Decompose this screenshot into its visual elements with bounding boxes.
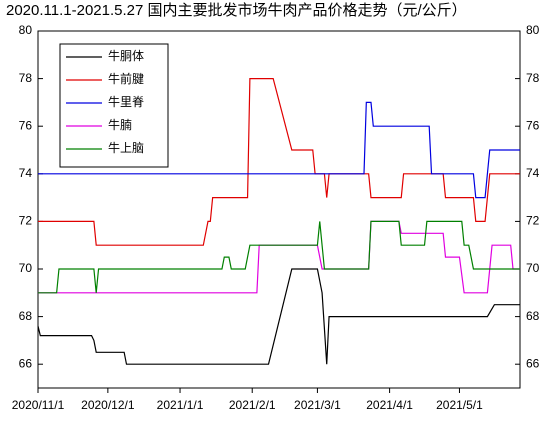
y2-tick-label: 74 xyxy=(526,166,540,180)
legend-label: 牛胴体 xyxy=(108,48,144,63)
y-tick-label: 74 xyxy=(19,166,33,180)
y2-tick-label: 76 xyxy=(526,118,540,132)
y-tick-label: 78 xyxy=(19,71,33,85)
y-tick-label: 68 xyxy=(19,309,33,323)
series-line xyxy=(37,268,520,365)
x-tick-label: 2020/11/1 xyxy=(12,398,65,412)
x-tick-label: 2021/2/1 xyxy=(229,398,276,412)
legend-label: 牛腩 xyxy=(108,117,132,132)
y-tick-label: 70 xyxy=(19,261,33,275)
x-tick-label: 2021/4/1 xyxy=(366,398,413,412)
y2-tick-label: 66 xyxy=(526,356,540,370)
x-tick-label: 2021/1/1 xyxy=(157,398,204,412)
legend-label: 牛前腱 xyxy=(108,71,144,86)
y2-tick-label: 78 xyxy=(526,71,540,85)
y2-tick-label: 70 xyxy=(526,261,540,275)
plot-frame xyxy=(37,30,521,389)
y2-tick-label: 72 xyxy=(526,214,540,228)
legend-label: 牛里脊 xyxy=(108,94,144,109)
y-tick-label: 76 xyxy=(19,118,33,132)
y-tick-label: 72 xyxy=(19,214,33,228)
chart-title: 2020.11.1-2021.5.27 国内主要批发市场牛肉产品价格走势（元/公… xyxy=(6,2,467,19)
series-line xyxy=(38,220,520,294)
legend-label: 牛上脑 xyxy=(108,140,144,155)
y2-tick-label: 68 xyxy=(526,309,540,323)
y-tick-label: 66 xyxy=(19,356,33,370)
x-tick-label: 2020/12/1 xyxy=(81,398,135,412)
series-line xyxy=(38,101,520,199)
y2-tick-label: 80 xyxy=(526,23,540,37)
x-tick-label: 2021/5/1 xyxy=(436,398,483,412)
y-tick-label: 80 xyxy=(19,23,33,37)
legend-box xyxy=(59,43,169,168)
x-tick-label: 2021/3/1 xyxy=(294,398,341,412)
